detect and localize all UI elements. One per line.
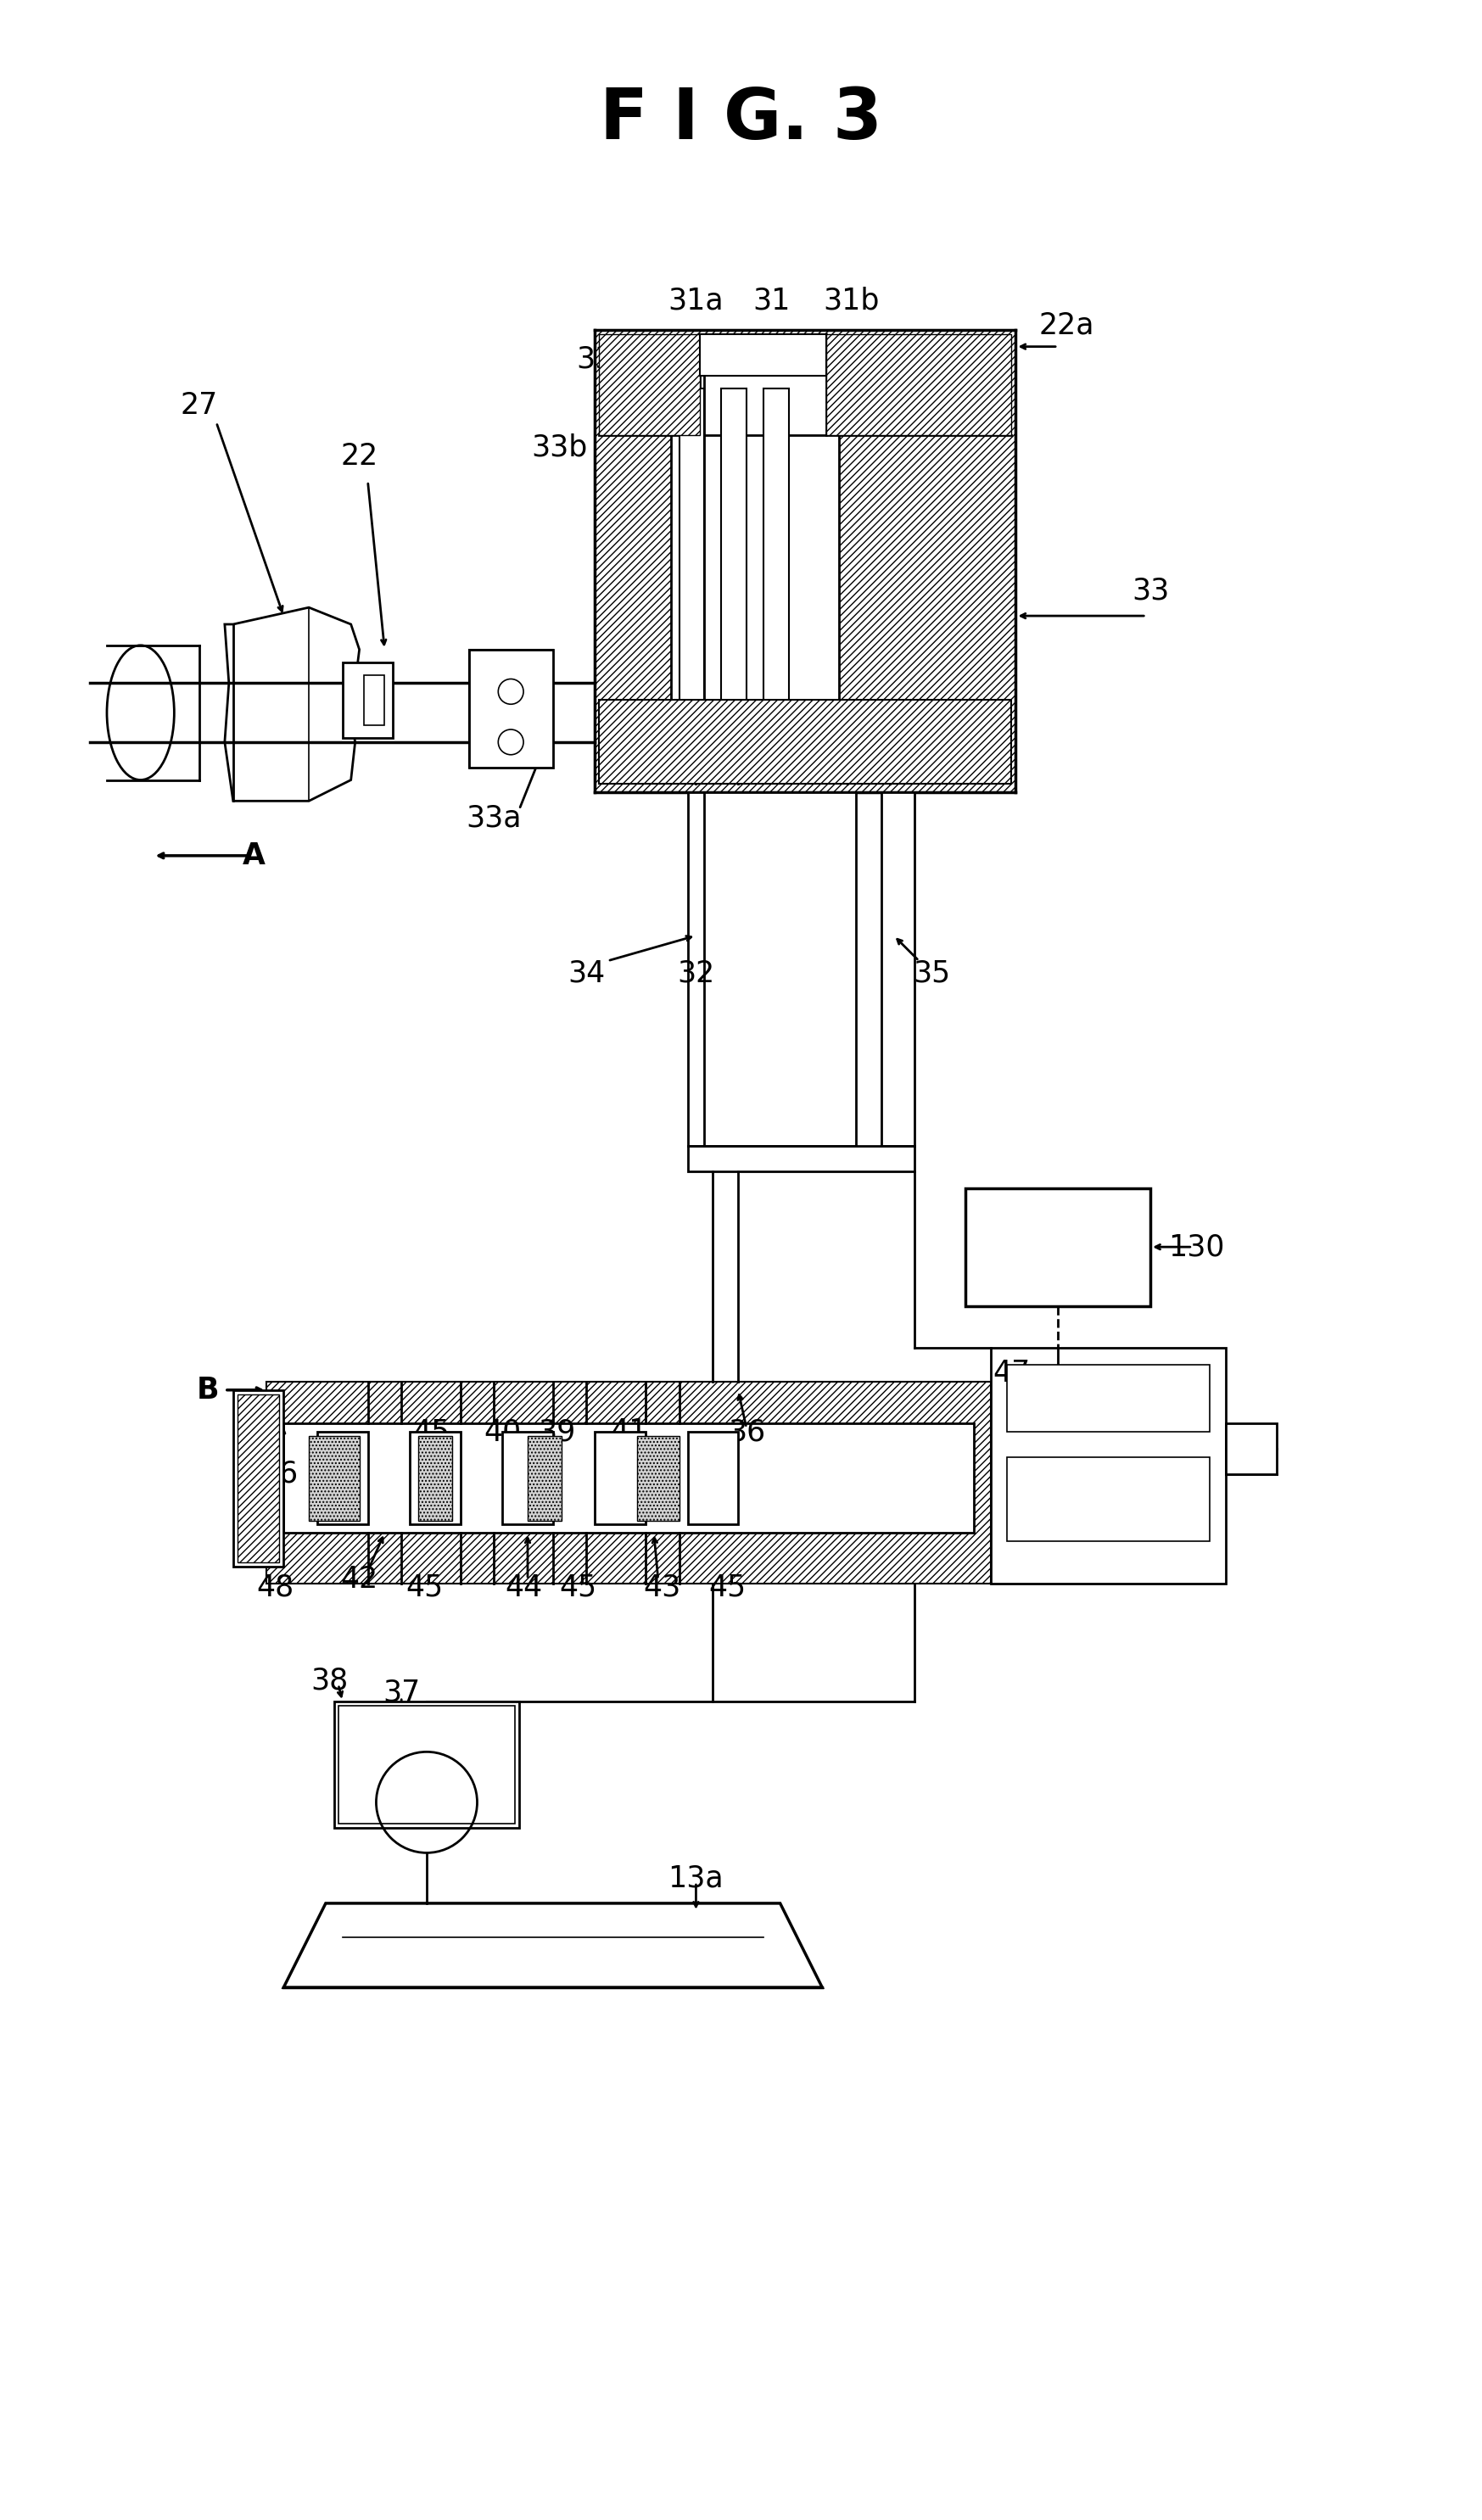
Text: 38: 38 [311,1666,348,1696]
Text: 44: 44 [505,1572,542,1603]
Text: U: U [1034,1268,1064,1303]
Text: 27: 27 [181,391,218,421]
Bar [308,1436,359,1520]
Text: P: P [413,1784,439,1819]
Text: 39: 39 [538,1419,576,1446]
Text: 45: 45 [406,1572,443,1603]
Bar [342,663,393,738]
Bar [704,794,857,1147]
Bar [528,1436,562,1520]
Text: 42: 42 [341,1565,378,1593]
Text: 32: 32 [677,960,714,988]
Text: B: B [197,1376,219,1404]
Bar [594,330,1015,794]
Text: 36: 36 [728,1419,765,1446]
Bar [827,335,1012,436]
Text: F I G. 3: F I G. 3 [599,86,882,154]
Bar [700,335,827,375]
Text: 40: 40 [483,1419,522,1446]
Bar [233,1391,283,1567]
Bar [237,1394,280,1562]
Text: 45: 45 [559,1572,597,1603]
Bar [763,388,788,741]
Text: 33b: 33b [532,433,588,461]
Bar [688,794,722,1147]
Text: 45: 45 [412,1419,449,1446]
Bar [338,1706,516,1824]
Bar [965,1187,1150,1305]
Text: 13a: 13a [668,1865,723,1893]
Text: 22a: 22a [1039,310,1094,340]
Text: 33a: 33a [467,804,522,832]
Text: 34: 34 [568,960,605,988]
Bar [990,1348,1226,1583]
Text: 43: 43 [643,1572,682,1603]
Text: 33: 33 [576,345,614,373]
Text: 22: 22 [341,441,378,471]
Text: 47: 47 [993,1358,1030,1389]
Bar [594,1431,646,1525]
Bar [267,1381,990,1583]
Bar [1226,1424,1276,1474]
Bar [1008,1457,1209,1542]
Text: 31b: 31b [824,285,880,315]
Text: 41: 41 [609,1419,648,1446]
Text: C: C [1036,1232,1063,1270]
Bar [363,675,385,726]
Bar [637,1436,679,1520]
Bar [679,388,704,741]
Text: E: E [1036,1200,1063,1235]
Text: 45: 45 [708,1572,745,1603]
Text: 37: 37 [382,1678,421,1709]
Text: 31a: 31a [668,285,723,315]
Bar [1008,1366,1209,1431]
Bar [688,1431,738,1525]
Bar [722,388,747,741]
Text: 130: 130 [1168,1232,1224,1263]
Bar [882,794,914,1147]
Text: 35: 35 [913,960,950,988]
Bar [333,1701,519,1827]
Bar [468,650,553,766]
Text: 46: 46 [261,1459,298,1489]
Bar [418,1436,452,1520]
Bar [468,650,553,766]
Bar [411,1431,461,1525]
Bar [688,1147,914,1172]
Bar [704,373,839,759]
Text: 33: 33 [1132,577,1169,605]
Text: A: A [243,842,265,869]
Bar [317,1431,368,1525]
Bar [671,373,805,759]
Bar [283,1424,974,1532]
Bar [599,335,700,436]
Bar [502,1431,553,1525]
Bar [599,701,1012,784]
Text: 31: 31 [753,285,790,315]
Text: 48: 48 [256,1572,293,1603]
